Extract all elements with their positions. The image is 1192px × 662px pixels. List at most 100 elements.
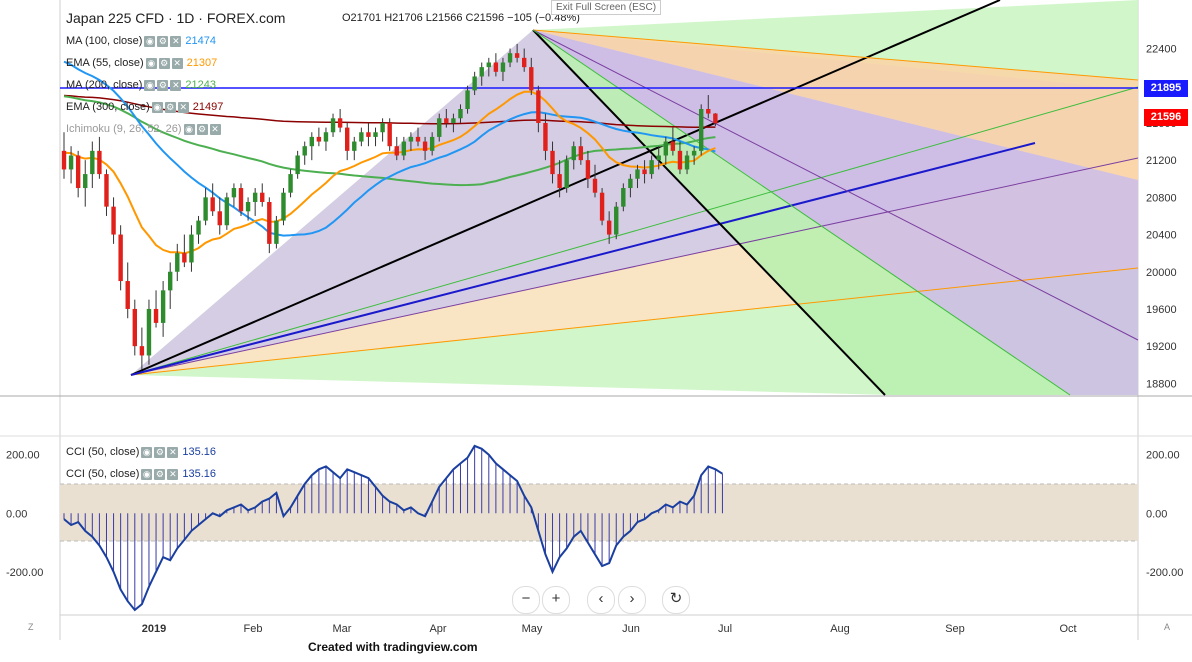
eye-icon[interactable]: ◉: [144, 35, 156, 47]
price-tick-label: 20000: [1146, 267, 1177, 279]
gear-icon[interactable]: ⚙: [196, 123, 208, 135]
candle-body: [571, 146, 576, 161]
candle-body: [224, 197, 230, 226]
eye-icon[interactable]: ◉: [141, 468, 153, 480]
gear-icon[interactable]: ⚙: [158, 57, 170, 69]
price-tick-label: 20400: [1146, 230, 1177, 242]
zoom-toggle-icon[interactable]: Z: [28, 622, 34, 632]
candle-body: [550, 150, 555, 175]
close-icon[interactable]: ✕: [209, 123, 221, 135]
eye-icon[interactable]: ◉: [151, 101, 163, 113]
legend-label: EMA (300, close): [66, 101, 150, 113]
scroll-right-button[interactable]: ›: [618, 586, 646, 614]
legend-ema55[interactable]: EMA (55, close) ◉ ⚙ ✕ 21307: [66, 52, 223, 74]
price-tag-last: 21596: [1144, 109, 1188, 126]
ma200-line: [63, 95, 716, 187]
candle-body: [61, 150, 67, 170]
pitchfork-purple-region: [533, 30, 1138, 395]
time-tick-label: Sep: [945, 623, 965, 635]
candle-body: [337, 118, 343, 128]
time-tick-label: May: [522, 623, 543, 635]
cci-tick-label-left: 0.00: [6, 508, 27, 520]
eye-icon[interactable]: ◉: [145, 57, 157, 69]
candle-body: [387, 122, 392, 147]
zoom-out-button[interactable]: −: [512, 586, 540, 614]
candle-body: [677, 150, 683, 170]
cci-line: [63, 444, 723, 612]
gear-icon[interactable]: ⚙: [157, 35, 169, 47]
candle-body: [245, 202, 251, 212]
candle-body: [628, 178, 633, 189]
close-icon[interactable]: ✕: [167, 446, 179, 458]
gear-icon[interactable]: ⚙: [157, 79, 169, 91]
candle-body: [394, 146, 399, 156]
gann-fan-green-line[interactable]: [130, 86, 1139, 376]
close-icon[interactable]: ✕: [170, 79, 182, 91]
eye-icon[interactable]: ◉: [183, 123, 195, 135]
candle-body: [592, 178, 598, 193]
candle-body: [252, 192, 258, 202]
legend-cci-2[interactable]: CCI (50, close) ◉ ⚙ ✕ 135.16: [66, 463, 216, 485]
candle-body: [111, 206, 116, 235]
close-icon[interactable]: ✕: [167, 468, 179, 480]
legend-ma100[interactable]: MA (100, close) ◉ ⚙ ✕ 21474: [66, 30, 223, 52]
exit-fullscreen-button[interactable]: Exit Full Screen (ESC): [551, 0, 662, 15]
candle-body: [75, 155, 81, 189]
gear-icon[interactable]: ⚙: [164, 101, 176, 113]
candle-body: [132, 308, 137, 347]
candle-body: [444, 118, 449, 123]
candle-body: [189, 234, 194, 263]
gann-fan-purple-line[interactable]: [130, 157, 1139, 376]
time-tick-label: Jul: [718, 623, 732, 635]
cci-tick-label: -200.00: [1146, 567, 1183, 579]
pitchfork-green-line[interactable]: [532, 29, 1071, 396]
price-tick-label: 20800: [1146, 192, 1177, 204]
legend-value: 21474: [185, 35, 217, 47]
candle-body: [606, 220, 612, 235]
gear-icon[interactable]: ⚙: [154, 446, 166, 458]
candle-body: [713, 113, 718, 124]
legend-value: 21307: [186, 57, 218, 69]
auto-scale-icon[interactable]: A: [1164, 622, 1171, 632]
candle-body: [684, 155, 690, 170]
legend-label: EMA (55, close): [66, 57, 144, 69]
close-icon[interactable]: ✕: [177, 101, 189, 113]
eye-icon[interactable]: ◉: [144, 79, 156, 91]
time-tick-label: 2019: [142, 623, 166, 635]
candle-body: [182, 253, 187, 263]
close-icon[interactable]: ✕: [170, 35, 182, 47]
candle-body: [295, 155, 300, 175]
indicator-legend: MA (100, close) ◉ ⚙ ✕ 21474 EMA (55, close…: [66, 30, 223, 140]
legend-ema300[interactable]: EMA (300, close) ◉ ⚙ ✕ 21497: [66, 96, 223, 118]
candle-body: [691, 150, 697, 156]
candle-body: [260, 192, 265, 202]
zoom-in-button[interactable]: +: [542, 586, 570, 614]
candle-body: [578, 146, 584, 161]
candle-body: [139, 346, 145, 356]
candle-body: [238, 188, 244, 212]
price-tick-label: 19200: [1146, 341, 1177, 353]
gann-fan-orange-line[interactable]: [130, 267, 1139, 376]
legend-label: MA (100, close): [66, 35, 143, 47]
candle-body: [621, 188, 626, 207]
pitchfork-purple-line[interactable]: [532, 29, 1139, 341]
candle-body: [635, 169, 640, 179]
candle-body: [599, 192, 605, 221]
time-axis-ticks: 2019 Feb Mar Apr May Jun Jul Aug Sep Oct: [142, 623, 1077, 635]
pitchfork-upper-line[interactable]: [532, 29, 1139, 81]
close-icon[interactable]: ✕: [171, 57, 183, 69]
legend-cci-1[interactable]: CCI (50, close) ◉ ⚙ ✕ 135.16: [66, 441, 216, 463]
candle-body: [203, 197, 208, 221]
candle-body: [210, 197, 215, 212]
pitchfork-median-line[interactable]: [532, 29, 886, 396]
legend-ichimoku[interactable]: Ichimoku (9, 26, 52, 26) ◉ ⚙ ✕: [66, 118, 223, 140]
legend-ma200[interactable]: MA (200, close) ◉ ⚙ ✕ 21243: [66, 74, 223, 96]
scroll-left-button[interactable]: ‹: [587, 586, 615, 614]
eye-icon[interactable]: ◉: [141, 446, 153, 458]
reset-chart-button[interactable]: ↻: [662, 586, 690, 614]
watermark-footer: Created with tradingview.com: [308, 640, 478, 654]
gear-icon[interactable]: ⚙: [154, 468, 166, 480]
candle-body: [670, 141, 676, 151]
trend-line-blue[interactable]: [130, 142, 1036, 376]
